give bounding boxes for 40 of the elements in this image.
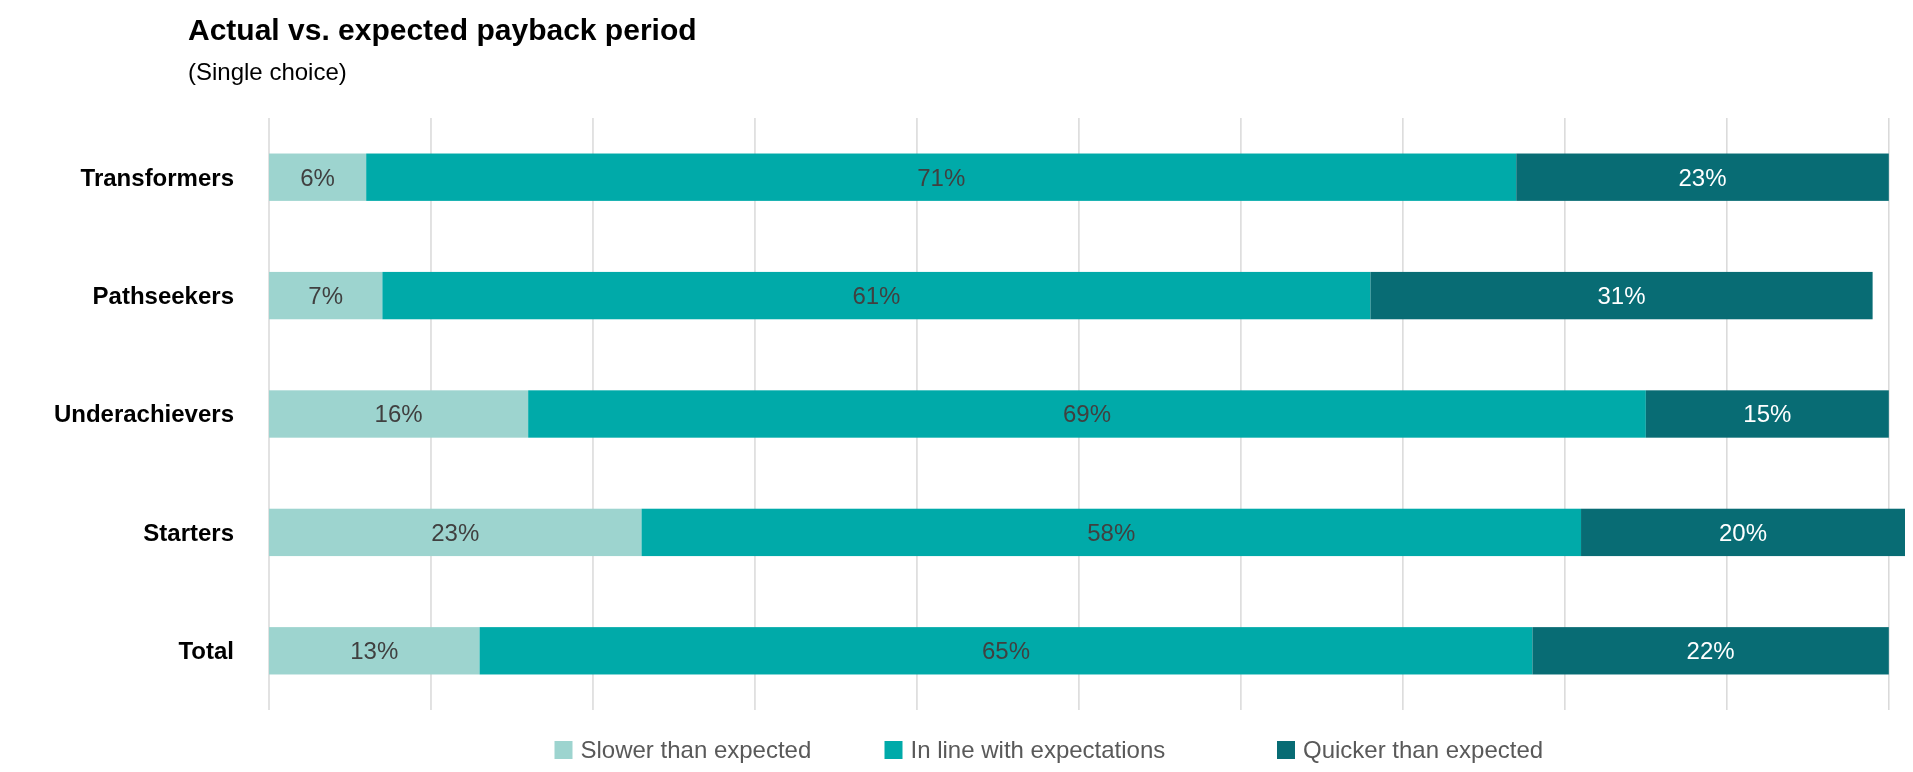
bar bbox=[269, 390, 529, 438]
data-label: 13% bbox=[350, 637, 399, 665]
bar bbox=[366, 153, 1517, 201]
data-label: 65% bbox=[981, 637, 1031, 665]
data-label: 23% bbox=[1678, 163, 1727, 191]
bar bbox=[479, 627, 1533, 675]
bar bbox=[641, 508, 1582, 557]
data-label: 61% bbox=[852, 282, 901, 309]
data-label: 22% bbox=[1686, 637, 1735, 665]
y-tick-label: Pathseekers bbox=[92, 282, 234, 309]
y-tick-label: Starters bbox=[143, 518, 234, 546]
bar bbox=[269, 627, 480, 675]
bar bbox=[382, 271, 1371, 320]
data-label: 16% bbox=[374, 400, 423, 428]
legend-label: Slower than expected bbox=[580, 736, 812, 764]
data-label: 20% bbox=[1719, 518, 1768, 546]
bar bbox=[269, 153, 367, 201]
chart-subtitle: (Single choice) bbox=[188, 58, 347, 85]
data-label: 15% bbox=[1743, 400, 1792, 428]
bar bbox=[1370, 271, 1873, 320]
data-label: 71% bbox=[917, 163, 966, 191]
data-label: 69% bbox=[1062, 400, 1112, 428]
data-label: 7% bbox=[308, 282, 344, 309]
bar bbox=[528, 390, 1646, 438]
y-tick-label: Total bbox=[178, 637, 234, 665]
data-label: 6% bbox=[300, 163, 335, 191]
y-tick-label: Underachievers bbox=[53, 400, 234, 428]
data-label: 58% bbox=[1087, 518, 1136, 546]
chart-title: Actual vs. expected payback period bbox=[188, 13, 697, 46]
legend-label: In line with expectations bbox=[910, 736, 1166, 764]
data-label: 31% bbox=[1597, 282, 1646, 309]
bar bbox=[1516, 153, 1889, 201]
legend-label: Quicker than expected bbox=[1303, 736, 1544, 764]
bar bbox=[1581, 508, 1905, 557]
bar bbox=[269, 271, 383, 320]
bar bbox=[269, 508, 642, 557]
bar bbox=[1532, 627, 1889, 675]
y-tick-label: Transformers bbox=[80, 163, 234, 191]
bar bbox=[1645, 390, 1889, 438]
data-label: 23% bbox=[431, 518, 480, 546]
